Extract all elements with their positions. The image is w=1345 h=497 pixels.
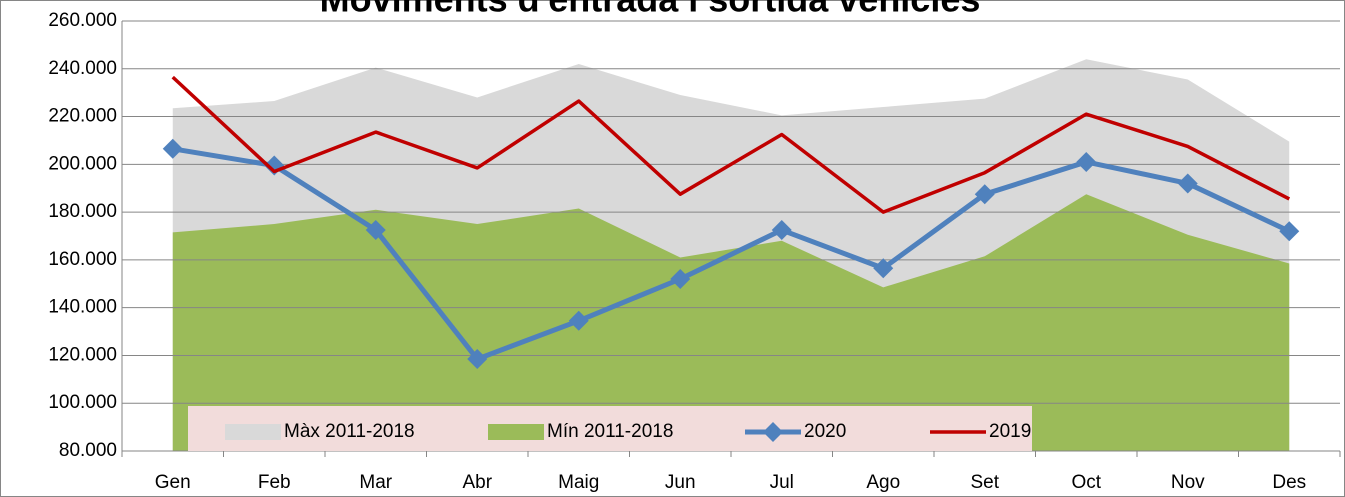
x-tick-label: Jun: [665, 472, 696, 493]
grid: [121, 20, 1341, 457]
y-tick-label: 80.000: [59, 440, 117, 461]
marker: [1177, 173, 1198, 194]
marker: [974, 184, 995, 205]
x-tick-label: Ago: [866, 472, 900, 493]
legend-label: 2020: [804, 421, 846, 442]
x-tick-label: Oct: [1071, 472, 1101, 493]
y-tick-label: 140.000: [48, 297, 117, 318]
legend-label: Mín 2011-2018: [547, 421, 673, 442]
legend-label: 2019: [989, 421, 1031, 442]
legend-label: Màx 2011-2018: [284, 421, 415, 442]
legend-swatch: [225, 424, 281, 440]
y-tick-label: 180.000: [48, 201, 117, 222]
marker: [670, 269, 691, 289]
line: [172, 146, 1291, 362]
legend-marker: [763, 422, 783, 442]
y-tick-label: 220.000: [48, 106, 117, 127]
y-tick-label: 240.000: [48, 58, 117, 79]
legend-swatch: [488, 424, 544, 440]
x-tick-label: Mar: [359, 472, 392, 493]
marker: [568, 310, 589, 331]
lines: [162, 75, 1300, 370]
marker: [873, 258, 894, 279]
x-tick-label: Nov: [1171, 472, 1205, 493]
y-tick-label: 160.000: [48, 249, 117, 270]
marker: [467, 349, 488, 370]
y-tick-label: 120.000: [48, 344, 117, 365]
marker: [1076, 151, 1097, 172]
y-tick-label: 260.000: [48, 10, 117, 31]
area: [172, 194, 1290, 451]
marker: [162, 138, 183, 159]
marker: [365, 220, 386, 241]
x-tick-label: Feb: [258, 472, 291, 493]
x-tick-label: Des: [1272, 472, 1306, 493]
marker: [1279, 221, 1300, 242]
x-tick-label: Jul: [770, 472, 794, 493]
marker: [771, 220, 792, 241]
legend-box: [188, 406, 1032, 451]
y-tick-label: 200.000: [48, 153, 117, 174]
x-tick-label: Gen: [155, 472, 191, 493]
line: [171, 75, 1291, 214]
x-tick-label: Maig: [558, 472, 599, 493]
x-tick-label: Abr: [462, 472, 492, 493]
plot-area: [121, 20, 1341, 457]
legend: Màx 2011-2018 Mín 2011-2018 2020 2019: [188, 406, 1032, 451]
y-tick-label: 100.000: [48, 392, 117, 413]
x-tick-label: Set: [970, 472, 999, 493]
chart-title: Moviments d'entrada i sortida vehicles: [320, 0, 981, 20]
